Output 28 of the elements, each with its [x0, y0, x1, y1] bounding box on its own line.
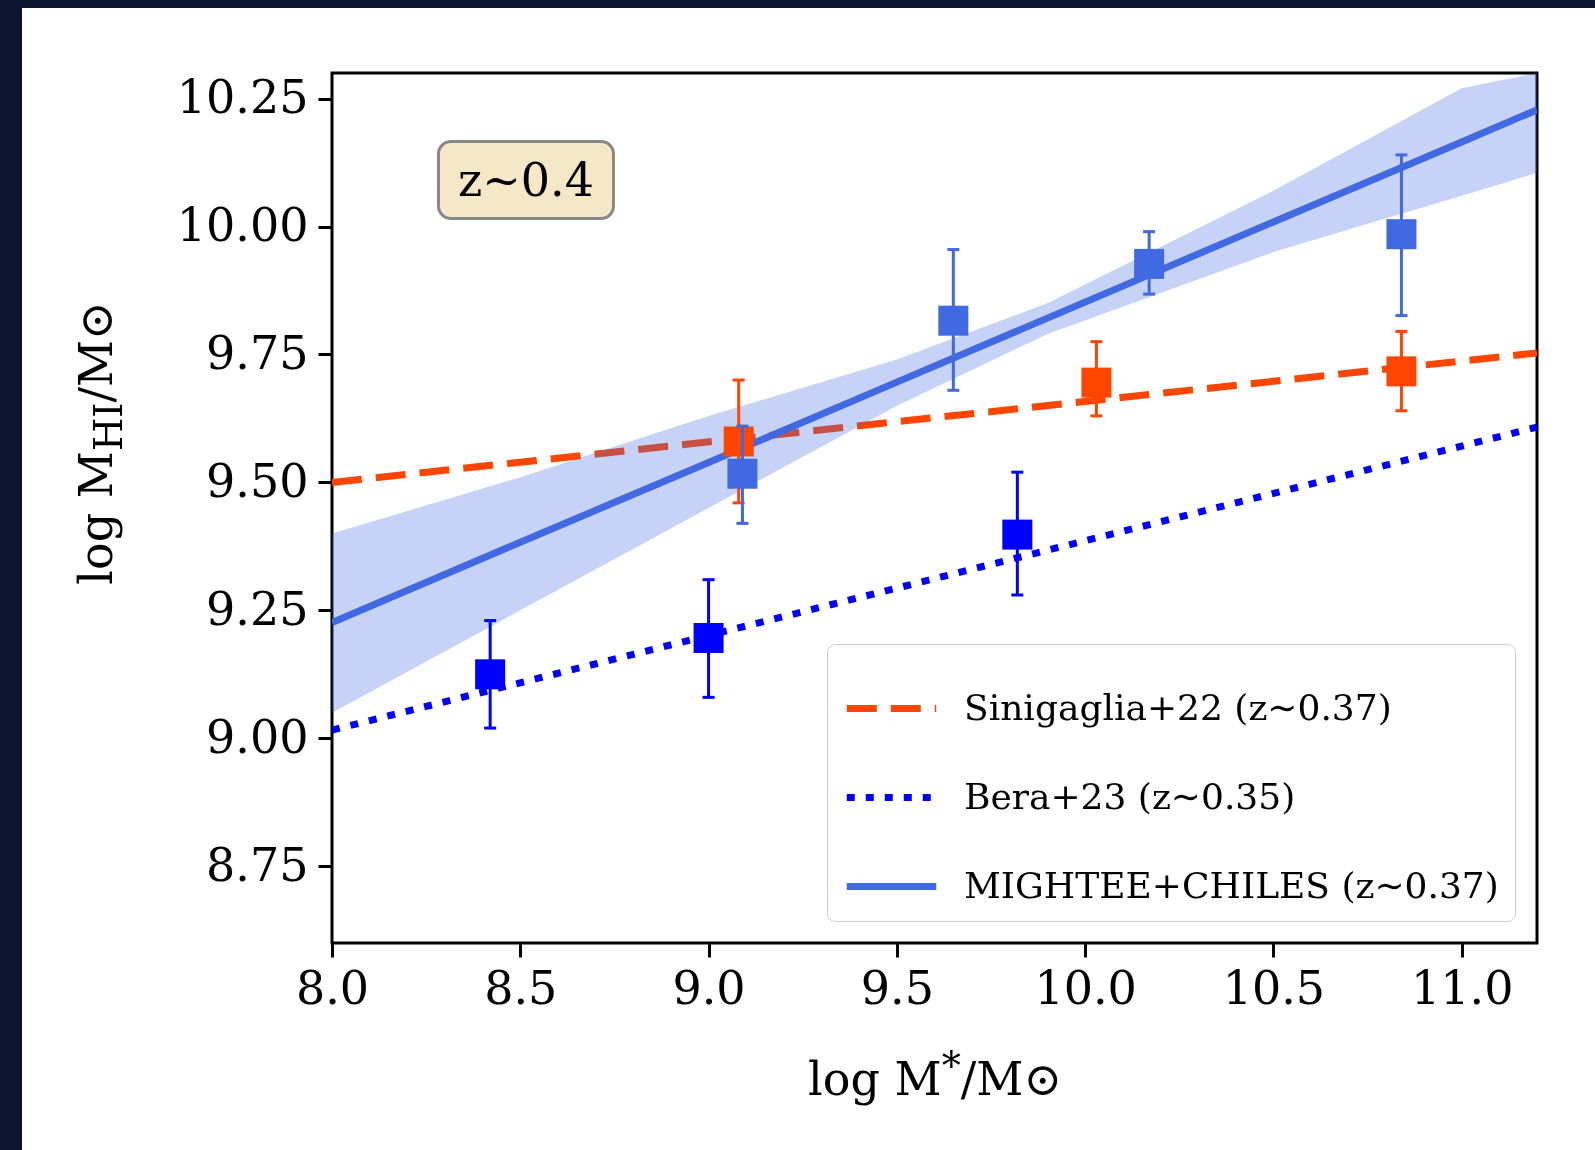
annotation: z∼0.4 [437, 140, 615, 220]
x-tick-label: 9.0 [672, 960, 746, 1015]
legend-label: Sinigaglia+22 (z∼0.37) [964, 686, 1392, 728]
x-tick-label: 8.5 [484, 960, 558, 1015]
legend-label: MIGHTEE+CHILES (z∼0.37) [964, 864, 1499, 906]
x-tick-label: 10.5 [1222, 960, 1326, 1015]
y-tick-label: 9.25 [206, 581, 309, 636]
x-axis-title: log M$^{*}$/M⊙ [808, 1043, 1062, 1107]
point [1386, 219, 1417, 250]
y-tick-label: 10.00 [176, 198, 309, 253]
y-tick-label: 9.50 [206, 453, 309, 508]
x-tick-label: 9.5 [860, 960, 934, 1015]
point [693, 622, 724, 653]
y-tick-label: 9.75 [206, 325, 309, 380]
point [1134, 248, 1165, 279]
point [475, 659, 506, 690]
y-tick-label: 8.75 [206, 837, 309, 892]
y-tick-label: 9.00 [206, 709, 309, 764]
point [1081, 367, 1112, 398]
point [938, 305, 969, 336]
x-tick-label: 10.0 [1034, 960, 1137, 1015]
legend-label: Bera+23 (z∼0.35) [964, 775, 1296, 817]
point [727, 458, 758, 489]
point [1002, 519, 1033, 550]
y-tick-label: 10.25 [176, 70, 309, 125]
x-tick-label: 11.0 [1410, 960, 1514, 1015]
x-tick-label: 8.0 [295, 960, 370, 1015]
point [1386, 356, 1417, 387]
